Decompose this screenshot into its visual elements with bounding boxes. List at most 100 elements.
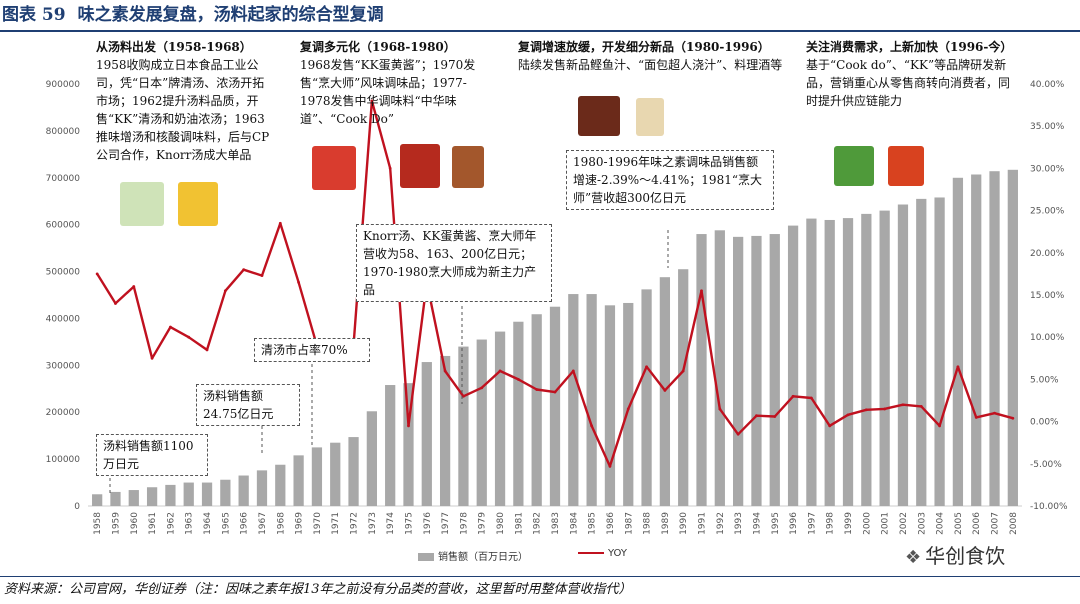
y-right-tick-label: 0.00%	[1030, 418, 1059, 428]
yoy-point	[993, 411, 996, 415]
y-left-tick-label: 400000	[46, 314, 81, 324]
y-right-tick-label: 25.00%	[1030, 207, 1065, 217]
yoy-point	[150, 356, 154, 360]
x-tick-label: 1983	[551, 512, 561, 535]
x-tick-label: 1986	[606, 512, 616, 535]
x-tick-label: 1992	[716, 512, 726, 535]
sales-bar	[879, 210, 890, 506]
sales-bar	[366, 411, 377, 506]
sales-bar	[385, 385, 396, 506]
x-tick-label: 1994	[752, 512, 762, 535]
era-title: 从汤料出发（1958-1968）	[96, 40, 252, 54]
legend-line-label: YOY	[608, 548, 627, 559]
x-tick-label: 1998	[826, 512, 836, 535]
era-block-1: 从汤料出发（1958-1968） 1958收购成立日本食品工业公司，凭“日本”牌…	[96, 38, 276, 164]
x-tick-label: 1979	[478, 512, 488, 535]
yoy-point	[626, 407, 630, 411]
yoy-point	[590, 424, 594, 428]
x-tick-label: 1990	[679, 512, 689, 535]
x-tick-label: 1961	[148, 512, 158, 535]
yoy-point	[553, 390, 557, 394]
x-tick-label: 1980	[496, 512, 506, 535]
x-tick-label: 2004	[936, 512, 946, 535]
x-tick-label: 1971	[331, 512, 341, 535]
yoy-point	[260, 274, 264, 277]
x-tick-label: 2001	[881, 512, 891, 535]
yoy-point	[223, 289, 227, 293]
figure-number: 图表 59	[2, 5, 66, 25]
era-title: 复调多元化（1968-1980）	[300, 40, 456, 54]
sales-bar	[220, 479, 231, 506]
yoy-point	[516, 378, 520, 381]
sales-bar	[92, 494, 103, 506]
x-tick-label: 1968	[276, 512, 286, 535]
y-right-tick-label: -10.00%	[1030, 502, 1068, 512]
yoy-point	[498, 369, 502, 373]
soy-sauce-product-image	[578, 96, 620, 136]
sales-bar	[403, 383, 414, 506]
yoy-point	[681, 369, 685, 373]
x-tick-label: 2007	[991, 512, 1001, 535]
cook-do-product-image	[312, 146, 356, 190]
x-tick-label: 1976	[423, 512, 433, 535]
y-left-tick-label: 600000	[46, 221, 81, 231]
yoy-point	[919, 405, 923, 408]
yoy-point	[608, 464, 612, 468]
sales-bar	[330, 442, 341, 506]
yoy-point	[242, 268, 246, 272]
era-title: 复调增速放缓，开发细分新品（1980-1996）	[518, 40, 770, 54]
callout-1970s-products: Knorr汤、KK蛋黄酱、烹大师年营收为58、163、200亿日元；1970-1…	[356, 224, 552, 302]
figure-title-text: 味之素发展复盘，汤料起家的综合型复调	[77, 5, 384, 25]
x-tick-label: 1988	[643, 512, 653, 535]
yoy-point	[95, 272, 99, 276]
legend-line-swatch	[578, 552, 604, 554]
yoy-point	[828, 424, 832, 428]
yoy-point	[864, 408, 868, 412]
sales-bar	[769, 234, 780, 507]
figure-title: 图表 59 味之素发展复盘，汤料起家的综合型复调	[0, 0, 1080, 32]
y-left-tick-label: 300000	[46, 361, 81, 371]
cook-do-pack-product-image	[834, 146, 874, 186]
yoy-point	[278, 221, 282, 225]
watermark: ❖ 华创食饮	[905, 540, 1005, 569]
sales-bar	[678, 269, 689, 506]
era-block-4: 关注消费需求，上新加快（1996-今） 基于“Cook do”、“KK”等品牌研…	[806, 38, 1014, 110]
sales-bar	[824, 219, 835, 506]
callout-1959-sales: 汤料销售额1100万日元	[96, 434, 208, 476]
yoy-point	[1011, 416, 1015, 420]
sales-bar	[513, 321, 524, 506]
y-left-tick-label: 0	[74, 502, 80, 512]
sales-bar	[128, 490, 139, 506]
x-tick-label: 1973	[368, 512, 378, 535]
x-tick-label: 1987	[624, 512, 634, 535]
x-tick-label: 1996	[789, 512, 799, 535]
yoy-point	[388, 167, 392, 170]
sales-bar	[623, 302, 634, 506]
x-tick-label: 2003	[917, 512, 927, 535]
kk-product-image	[888, 146, 924, 186]
yoy-point	[370, 99, 374, 103]
x-tick-label: 1999	[844, 512, 854, 535]
x-tick-label: 1970	[313, 512, 323, 535]
x-tick-label: 1995	[771, 512, 781, 535]
wechat-icon: ❖	[905, 547, 922, 568]
callout-market-share: 清汤市占率70%	[254, 338, 370, 362]
yoy-point	[700, 289, 703, 293]
yoy-point	[755, 414, 758, 418]
callout-1966-sales: 汤料销售额24.75亿日元	[196, 384, 300, 426]
sales-bar	[1007, 169, 1018, 506]
sales-bar	[568, 294, 579, 506]
yoy-point	[956, 365, 960, 369]
y-right-tick-label: -5.00%	[1030, 460, 1062, 470]
sales-bar	[458, 346, 469, 506]
x-tick-label: 1981	[514, 512, 524, 535]
x-tick-label: 1965	[221, 512, 231, 535]
x-tick-label: 1975	[404, 512, 414, 535]
x-tick-label: 2002	[899, 512, 909, 535]
x-tick-label: 2008	[1009, 512, 1019, 535]
anpanman-sauce-product-image	[636, 98, 664, 136]
legend-bar-label: 销售额（百万日元）	[438, 552, 528, 563]
y-right-tick-label: 35.00%	[1030, 122, 1065, 132]
yoy-point	[169, 325, 172, 329]
